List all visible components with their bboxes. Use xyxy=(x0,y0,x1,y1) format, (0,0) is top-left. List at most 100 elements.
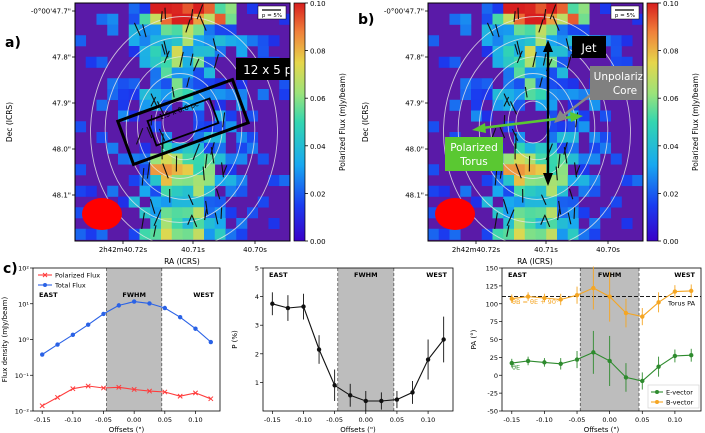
map-pixel xyxy=(514,67,526,79)
map-pixel xyxy=(171,89,183,101)
y-tick-label: 10⁻² xyxy=(15,408,30,416)
map-pixel xyxy=(171,46,183,58)
polarization-vector xyxy=(506,225,510,237)
map-pixel xyxy=(193,132,205,144)
panel-a: a) 1.5 x 0.6 pc 12 x 5 pc p = 5% -0°00'4… xyxy=(5,0,347,266)
data-point xyxy=(525,294,531,299)
west-label: WEST xyxy=(674,271,695,279)
map-pixel xyxy=(514,153,526,165)
map-pixel xyxy=(161,132,173,144)
map-pixel xyxy=(567,228,579,240)
y-tick-label: -50 xyxy=(487,408,498,416)
map-pixel xyxy=(481,78,493,90)
data-point xyxy=(131,386,137,393)
map-pixel xyxy=(182,24,194,36)
polarization-vector xyxy=(540,214,546,225)
polarization-vector xyxy=(532,51,537,68)
map-pixel xyxy=(214,142,226,154)
map-pixel xyxy=(578,175,590,187)
data-point xyxy=(574,292,580,298)
map-pixel xyxy=(546,78,558,90)
map-pixel xyxy=(150,196,162,208)
torus-arrow-head-right xyxy=(570,112,583,122)
map-pixel xyxy=(514,89,526,101)
map-pixel xyxy=(524,89,536,101)
map-pixel xyxy=(171,218,183,230)
y-tick-label: 150 xyxy=(486,265,498,273)
map-pixel xyxy=(438,228,450,240)
map-pixel xyxy=(128,3,140,15)
map-pixel xyxy=(182,175,194,187)
polarization-vector xyxy=(149,199,156,214)
map-pixel xyxy=(214,3,226,15)
map-b-colorbar-label: Polarized Flux (mJy/beam) xyxy=(691,73,700,171)
map-pixel xyxy=(150,78,162,90)
data-point xyxy=(656,300,661,305)
map-pixel xyxy=(193,56,205,68)
slit-box-outer xyxy=(115,77,251,167)
map-pixel xyxy=(492,56,504,68)
map-pixel xyxy=(75,121,87,133)
polarization-vector xyxy=(514,44,519,55)
map-pixel xyxy=(161,56,173,68)
data-point xyxy=(348,393,353,398)
data-point xyxy=(85,383,91,389)
map-pixel xyxy=(428,207,440,219)
data-point xyxy=(542,295,547,301)
map-pixel xyxy=(204,207,216,219)
map-pixel xyxy=(514,132,526,144)
map-pixel xyxy=(481,110,493,122)
map-pixel xyxy=(214,132,226,144)
map-pixel xyxy=(557,175,569,187)
map-pixel xyxy=(428,228,440,240)
map-pixel xyxy=(610,35,622,47)
polarization-vector xyxy=(141,212,145,230)
data-point xyxy=(607,294,612,299)
map-pixel xyxy=(161,35,173,47)
contour-line xyxy=(515,100,551,144)
map-x-tick-label: 40.71s xyxy=(181,246,205,254)
polarization-vector xyxy=(511,128,519,142)
map-pixel xyxy=(225,3,237,15)
map-pixel xyxy=(567,207,579,219)
map-pixel xyxy=(150,3,162,15)
map-pixel xyxy=(578,121,590,133)
x-axis-label: Offsets (") xyxy=(109,426,145,433)
polarization-vector xyxy=(196,4,204,20)
map-pixel xyxy=(492,46,504,58)
map-pixel xyxy=(514,185,526,197)
map-pixel xyxy=(257,153,269,165)
map-pixel xyxy=(139,3,151,15)
map-pixel xyxy=(535,142,547,154)
map-pixel xyxy=(524,196,536,208)
map-pixel xyxy=(546,89,558,101)
data-point xyxy=(656,364,661,369)
series-line-e-vector xyxy=(511,351,692,382)
core-label-bg xyxy=(590,66,643,100)
polarization-vector xyxy=(515,163,522,179)
map-pixel xyxy=(150,13,162,25)
map-pixel xyxy=(610,153,622,165)
polarization-vector xyxy=(146,162,151,179)
map-a-scale-bg xyxy=(257,5,287,20)
map-b-scale-label: p = 5% xyxy=(615,13,635,19)
polarization-vector xyxy=(186,77,190,88)
map-pixel xyxy=(268,218,280,230)
map-pixel xyxy=(481,196,493,208)
map-pixel xyxy=(85,228,97,240)
east-label: EAST xyxy=(508,271,527,279)
map-pixel xyxy=(214,153,226,165)
map-pixel xyxy=(535,24,547,36)
map-pixel xyxy=(161,175,173,187)
box-size-label-bg xyxy=(236,58,290,80)
map-pixel xyxy=(557,13,569,25)
data-point xyxy=(162,389,168,395)
polarization-vector xyxy=(503,96,510,107)
series-line-polarized-flux xyxy=(41,385,211,407)
polarization-vector xyxy=(542,53,547,66)
data-point xyxy=(208,396,214,402)
polarization-vector xyxy=(163,40,169,58)
map-pixel xyxy=(214,35,226,47)
map-pixel xyxy=(139,207,151,219)
polarization-vector xyxy=(524,86,528,98)
